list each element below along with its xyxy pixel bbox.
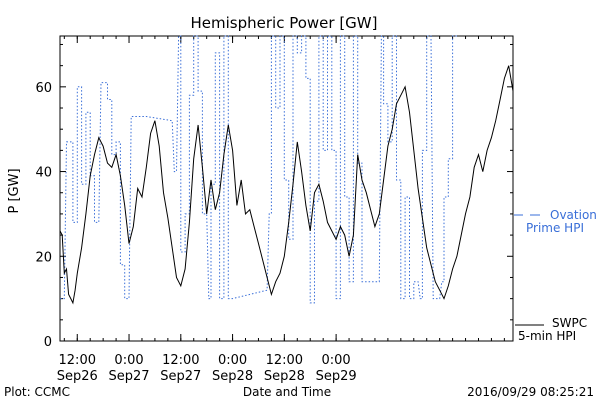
y-tick-label: 40 [35,166,52,181]
y-tick-label: 0 [44,335,52,350]
y-axis-ticks: 0 20 40 60 [35,43,513,350]
chart-title: Hemispheric Power [GW] [191,14,378,32]
y-tick-label: 20 [35,250,52,265]
x-axis-ticks: 12:00Sep260:00Sep2712:00Sep270:00Sep2812… [57,36,505,384]
x-tick-label-time: 12:00 [59,353,96,368]
y-tick-label: 60 [35,81,52,96]
series-swpc-line [59,65,514,305]
footer-plot-credit: Plot: CCMC [4,385,70,399]
x-tick-label-date: Sep28 [264,369,305,384]
legend-swpc-label-line2: 5-min HPI [518,329,576,343]
x-tick-label-time: 0:00 [114,353,143,368]
footer-timestamp: 2016/09/29 08:25:21 [467,385,594,399]
legend-ovation-label-line2: Prime HPI [526,221,584,235]
series-ovation-line [60,35,457,304]
x-tick-label-time: 0:00 [218,353,247,368]
series-layer [59,35,514,305]
x-tick-label-time: 12:00 [266,353,303,368]
y-axis-label: P [GW] [7,168,22,213]
x-tick-label-date: Sep27 [160,369,201,384]
x-tick-label-date: Sep26 [57,369,98,384]
x-tick-label-time: 0:00 [322,353,351,368]
legend-swpc-label-line1: SWPC [552,316,587,330]
x-tick-label-date: Sep29 [316,369,357,384]
x-tick-label-date: Sep28 [212,369,253,384]
x-tick-label-time: 12:00 [162,353,199,368]
legend-ovation-label-line1: Ovation [550,208,597,222]
x-axis-label: Date and Time [243,385,331,399]
legend: SWPC 5-min HPI Ovation Prime HPI [514,208,597,343]
plot-frame [59,35,514,342]
x-tick-label-date: Sep27 [109,369,150,384]
